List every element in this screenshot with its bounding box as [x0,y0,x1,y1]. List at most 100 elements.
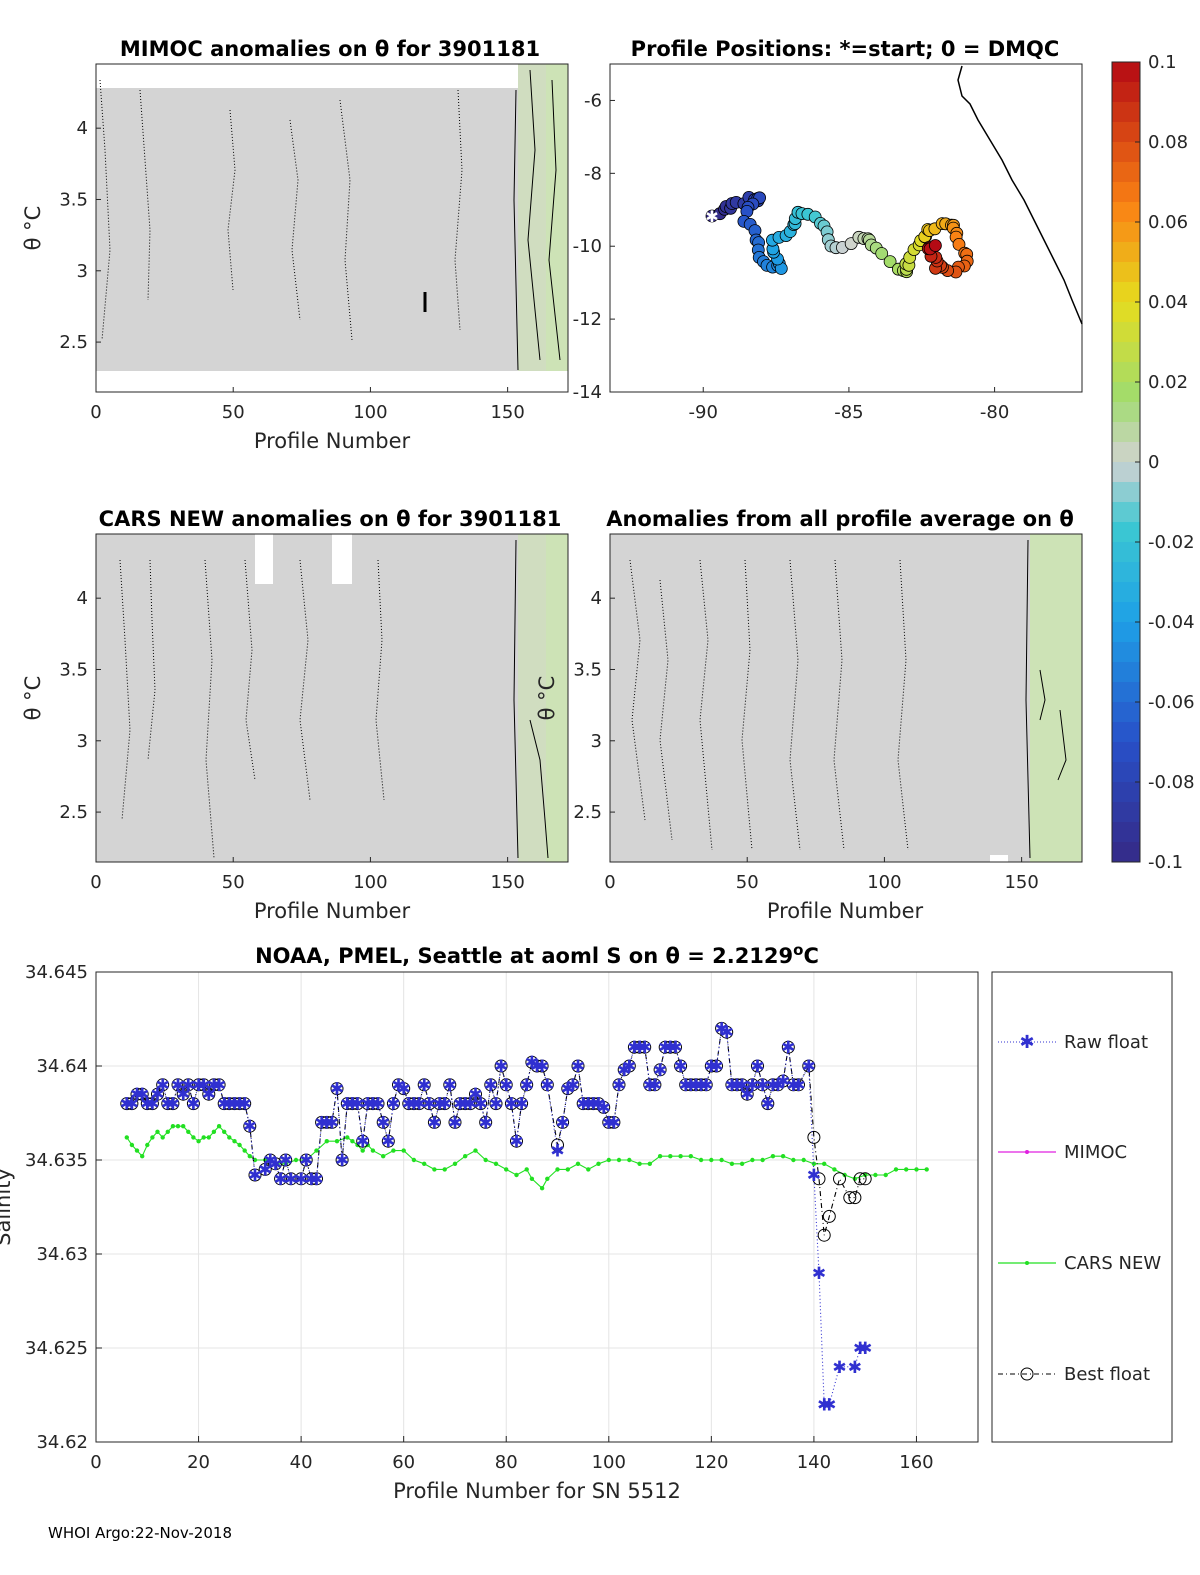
data-point [217,1097,231,1111]
data-point: ✱ [304,1170,318,1190]
data-point [637,1161,642,1167]
contour [529,719,549,859]
data-point [556,1115,570,1129]
x-tick-label: 60 [392,1452,415,1473]
data-point [607,1115,621,1129]
data-point [243,1119,257,1133]
data-point: ✱ [402,1095,416,1115]
data-point [299,1153,313,1167]
contour [548,79,561,361]
data-point [520,1078,534,1092]
data-point [494,1059,508,1073]
series-cars-new [124,1124,929,1191]
data-point [350,1139,355,1144]
data-point [812,1172,826,1186]
data-point: ✱ [345,1095,359,1115]
missing-data [255,534,273,584]
data-point [130,1087,144,1101]
colorbar-swatch [1112,642,1140,663]
data-point [463,1154,468,1159]
data-point [381,1154,386,1159]
data-point [596,1161,601,1167]
data-point: ✱ [679,1076,693,1096]
data-point: ✱ [709,1057,723,1077]
data-point: ✱ [807,1166,821,1186]
data-point: ✱ [350,1095,364,1115]
data-point [719,1157,724,1163]
data-point: ✱ [627,1038,641,1058]
data-point [232,1139,237,1144]
colorbar-swatch [1112,622,1140,643]
axis-ticks: 0 50 100 150 4 3.5 3 2.5 [59,118,524,423]
data-point: ✱ [858,1339,872,1359]
colorbar-swatch [1112,102,1140,123]
data-point [304,1172,318,1186]
data-point [545,1176,550,1182]
contour [699,559,713,851]
data-point: ✱ [750,1057,764,1077]
colorbar-tick-label: -0.1 [1148,852,1183,873]
contour [1039,669,1046,721]
data-point [530,1059,544,1073]
colorbar-swatch [1112,842,1140,863]
data-point [433,1097,447,1111]
data-point [417,1078,431,1092]
data-point [175,1124,181,1129]
data-point [904,1167,909,1172]
data-point: ✱ [438,1095,452,1115]
data-point: ✱ [212,1076,226,1096]
colorbar-swatch [1112,762,1140,783]
data-point: ✱ [176,1085,190,1105]
colorbar-swatch [1112,262,1140,283]
data-point [551,1138,564,1152]
data-point: ✱ [740,1085,754,1105]
data-point: ✱ [853,1339,867,1359]
colorbar-tick-label: 0.08 [1148,132,1188,153]
colorbar-swatch [1112,382,1140,403]
colorbar-swatch [1112,782,1140,803]
data-point: ✱ [791,1076,805,1096]
data-point [663,1040,677,1054]
data-point [248,1168,262,1182]
data-point [381,1134,395,1148]
data-point: ✱ [273,1170,287,1190]
y-tick-label: 2.5 [59,802,88,823]
anomaly-field-green [546,534,568,862]
data-point [504,1167,509,1172]
data-point [452,1161,458,1167]
data-point [679,1078,693,1092]
data-point [524,1167,529,1172]
data-point [616,1157,622,1163]
data-point [237,1142,242,1148]
colorbar-tick-label: -0.08 [1148,772,1195,793]
data-point: ✱ [699,1076,713,1096]
data-point: ✱ [238,1095,252,1115]
data-point: ✱ [525,1053,539,1073]
data-point [156,1078,170,1092]
data-point [422,1161,427,1167]
data-point [893,1167,899,1172]
data-point: ✱ [422,1095,436,1115]
data-point: ✱ [586,1095,600,1115]
colorbar-swatch [1112,202,1140,223]
data-point [633,1040,647,1054]
data-point [474,1097,488,1111]
data-point [822,1161,827,1167]
start-marker: ✱ [705,207,718,226]
data-point: ✱ [427,1113,441,1133]
data-point [786,1078,800,1092]
colorbar-swatch [1112,62,1140,83]
data-point: ✱ [366,1095,380,1115]
x-tick-label: 20 [187,1452,210,1473]
data-point [310,1172,323,1186]
data-point [304,1157,309,1163]
contour [99,79,111,341]
x-tick-label: 100 [353,872,387,893]
data-point [479,1115,493,1129]
data-point: ✱ [197,1076,211,1096]
y-tick-label: 4 [591,588,602,609]
data-point [150,1135,155,1140]
data-point: ✱ [530,1057,544,1077]
y-tick-label: 3 [77,731,88,752]
data-point [781,1040,795,1054]
